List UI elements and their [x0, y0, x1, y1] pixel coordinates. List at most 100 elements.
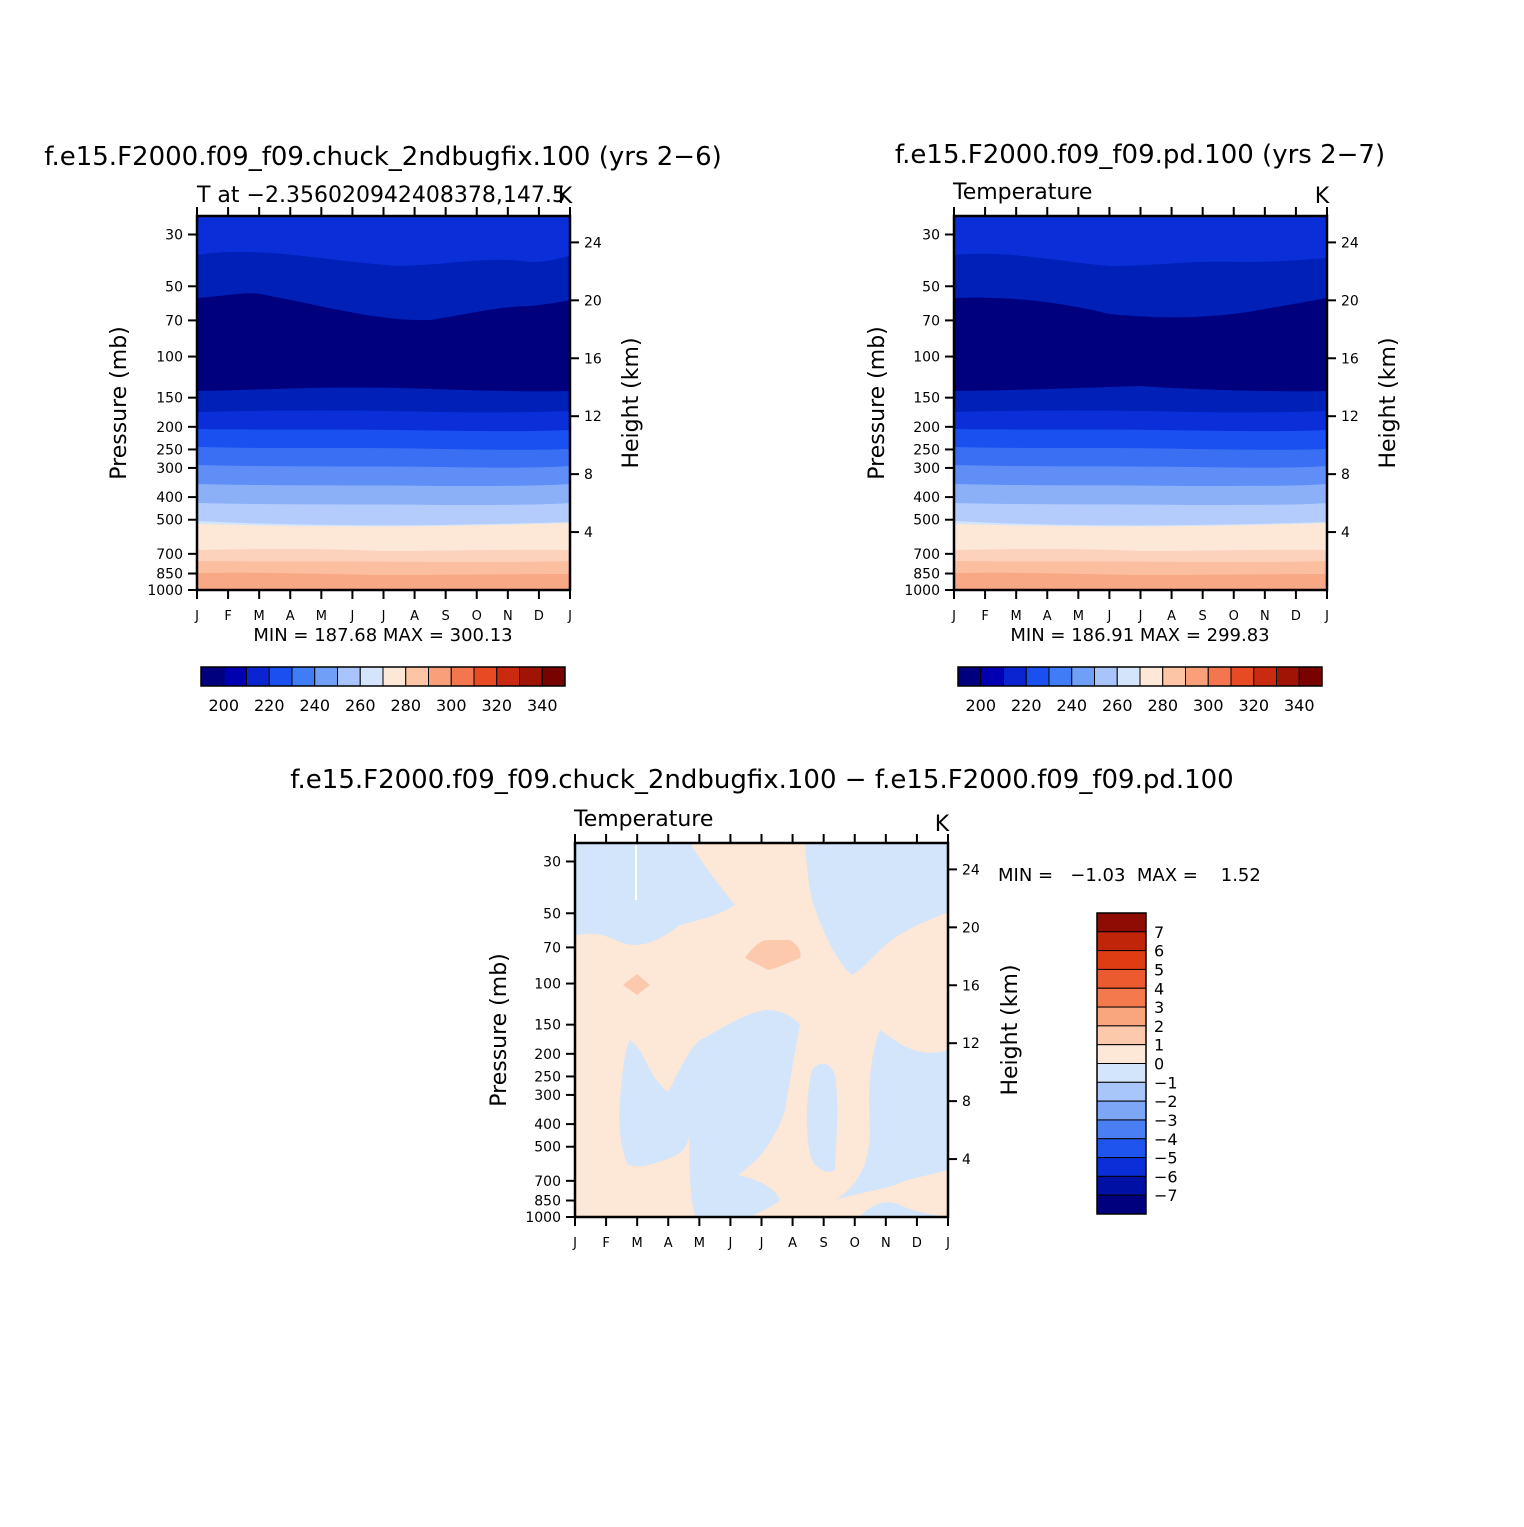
colorbar-label: 220 — [1011, 696, 1042, 715]
colorbar-swatch — [1096, 1138, 1147, 1159]
colorbar-label: 200 — [965, 696, 996, 715]
y-tick-label: 700 — [913, 547, 940, 563]
y-tick-label: 850 — [913, 567, 940, 583]
colorbar-swatch — [1139, 666, 1164, 687]
y-right-tick-label: 24 — [962, 862, 980, 878]
y-tick-label: 1000 — [525, 1210, 561, 1226]
y-tick-label: 50 — [543, 906, 561, 922]
colorbar-swatch — [1162, 666, 1186, 687]
y-tick-label: 30 — [165, 227, 183, 243]
x-tick-label: M — [1073, 609, 1084, 624]
colorbar-label: 320 — [1238, 696, 1269, 715]
y-tick-label: 400 — [913, 490, 940, 506]
panel-3-ylabel: Pressure (mb) — [487, 953, 512, 1107]
y-right-tick-label: 8 — [584, 467, 593, 483]
y-right-tick-label: 24 — [584, 235, 602, 251]
colorbar-swatch — [268, 666, 293, 687]
y-tick-label: 300 — [156, 461, 183, 477]
x-tick-label: J — [381, 609, 386, 624]
y-tick-label: 100 — [156, 350, 183, 366]
colorbar-swatch — [1298, 666, 1323, 687]
y-tick-label: 200 — [156, 420, 183, 436]
colorbar-label: −1 — [1154, 1073, 1178, 1092]
colorbar-swatch — [314, 666, 338, 687]
y-tick-label: 500 — [156, 513, 183, 529]
x-tick-label: J — [945, 1236, 950, 1251]
y-right-tick-label: 20 — [1341, 293, 1359, 309]
positive-region-1 — [745, 940, 801, 970]
panel-1-ylabel: Pressure (mb) — [107, 326, 132, 480]
negative-region-mid-left — [619, 1040, 690, 1167]
colorbar-swatch — [1276, 666, 1300, 687]
x-tick-label: O — [472, 609, 482, 624]
colorbar-label: 320 — [481, 696, 512, 715]
colorbar-swatch — [1096, 1157, 1147, 1177]
colorbar-label: 1 — [1154, 1036, 1164, 1055]
panel-2-subtitle: Temperature — [952, 180, 1092, 205]
y-right-tick-label: 20 — [962, 920, 980, 936]
colorbar-swatch — [382, 666, 407, 687]
y-right-tick-label: 4 — [962, 1152, 971, 1168]
colorbar-label: 200 — [208, 696, 239, 715]
colorbar-label: −3 — [1154, 1111, 1178, 1130]
colorbar-swatch — [1096, 931, 1147, 952]
x-tick-label: J — [349, 609, 354, 624]
y-tick-label: 150 — [156, 391, 183, 407]
y-right-tick-label: 20 — [584, 293, 602, 309]
panel-2-units: K — [1315, 184, 1330, 209]
y-right-tick-label: 12 — [584, 409, 602, 425]
colorbar-swatch — [519, 666, 543, 687]
panel-3: f.e15.F2000.f09_f09.chuck_2ndbugfix.100 … — [290, 765, 1261, 1251]
colorbar-swatch — [1230, 666, 1255, 687]
colorbar-swatch — [223, 666, 247, 687]
x-tick-label: A — [286, 609, 295, 624]
colorbar-label: −7 — [1154, 1186, 1178, 1205]
y-right-tick-label: 12 — [1341, 409, 1359, 425]
panel-3-minmax: MIN = −1.03 MAX = 1.52 — [998, 865, 1261, 886]
colorbar-swatch — [541, 666, 566, 687]
x-tick-label: F — [981, 609, 988, 624]
colorbar-label: −5 — [1154, 1149, 1178, 1168]
y-tick-label: 70 — [543, 940, 561, 956]
colorbar-swatch — [1094, 666, 1118, 687]
y-right-tick-label: 16 — [962, 978, 980, 994]
y-tick-label: 400 — [156, 490, 183, 506]
colorbar-swatch — [1096, 1194, 1147, 1215]
y-tick-label: 500 — [913, 513, 940, 529]
y-tick-label: 100 — [534, 977, 561, 993]
y-tick-label: 70 — [922, 313, 940, 329]
colorbar-frame — [957, 666, 1323, 687]
colorbar-swatch — [1096, 950, 1147, 970]
x-tick-label: M — [694, 1236, 705, 1251]
negative-region-top-left — [575, 843, 735, 945]
colorbar-label: 280 — [390, 696, 421, 715]
colorbar-swatch — [1185, 666, 1209, 687]
y-tick-label: 50 — [165, 279, 183, 295]
negative-region-bottom-right — [860, 1202, 948, 1217]
y-right-tick-label: 8 — [1341, 467, 1350, 483]
y-tick-label: 300 — [534, 1088, 561, 1104]
negative-region-top-right — [805, 843, 948, 975]
panel-1-units: K — [558, 184, 573, 209]
x-tick-label: J — [1106, 609, 1111, 624]
colorbar-label: 280 — [1147, 696, 1178, 715]
x-tick-label: D — [1291, 609, 1301, 624]
panel-2-title: f.e15.F2000.f09_f09.pd.100 (yrs 2−7) — [895, 140, 1385, 170]
colorbar-swatch — [450, 666, 475, 687]
panel-2: f.e15.F2000.f09_f09.pd.100 (yrs 2−7) Tem… — [865, 140, 1401, 715]
x-tick-label: A — [1167, 609, 1176, 624]
y-right-tick-label: 4 — [584, 525, 593, 541]
panel-2-contour-fill — [954, 216, 1327, 590]
x-tick-label: J — [727, 1236, 732, 1251]
colorbar-swatch — [1096, 912, 1147, 933]
colorbar-swatch — [957, 666, 982, 687]
colorbar-label: 240 — [299, 696, 330, 715]
x-tick-label: A — [1043, 609, 1052, 624]
panel-2-ylabel-right: Height (km) — [1376, 337, 1401, 468]
colorbar-swatch — [1096, 1100, 1147, 1121]
y-tick-label: 150 — [534, 1018, 561, 1034]
colorbar-swatch — [980, 666, 1004, 687]
colorbar-swatch — [1096, 1175, 1147, 1196]
